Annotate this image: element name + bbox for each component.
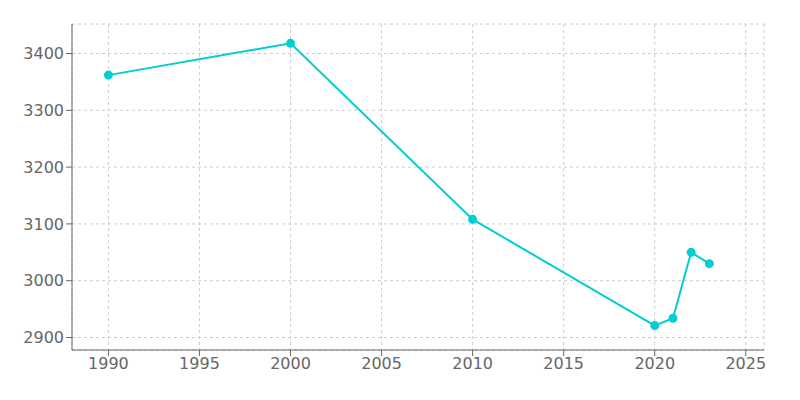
svg-text:2900: 2900 bbox=[23, 328, 64, 347]
svg-text:1995: 1995 bbox=[179, 354, 220, 373]
svg-text:2015: 2015 bbox=[543, 354, 584, 373]
svg-text:3400: 3400 bbox=[23, 44, 64, 63]
svg-text:2005: 2005 bbox=[361, 354, 402, 373]
svg-text:3100: 3100 bbox=[23, 215, 64, 234]
svg-text:2000: 2000 bbox=[270, 354, 311, 373]
svg-text:3000: 3000 bbox=[23, 271, 64, 290]
svg-text:2025: 2025 bbox=[725, 354, 766, 373]
svg-text:2020: 2020 bbox=[634, 354, 675, 373]
svg-text:1990: 1990 bbox=[88, 354, 129, 373]
svg-text:3200: 3200 bbox=[23, 158, 64, 177]
svg-text:3300: 3300 bbox=[23, 101, 64, 120]
svg-text:2010: 2010 bbox=[452, 354, 493, 373]
